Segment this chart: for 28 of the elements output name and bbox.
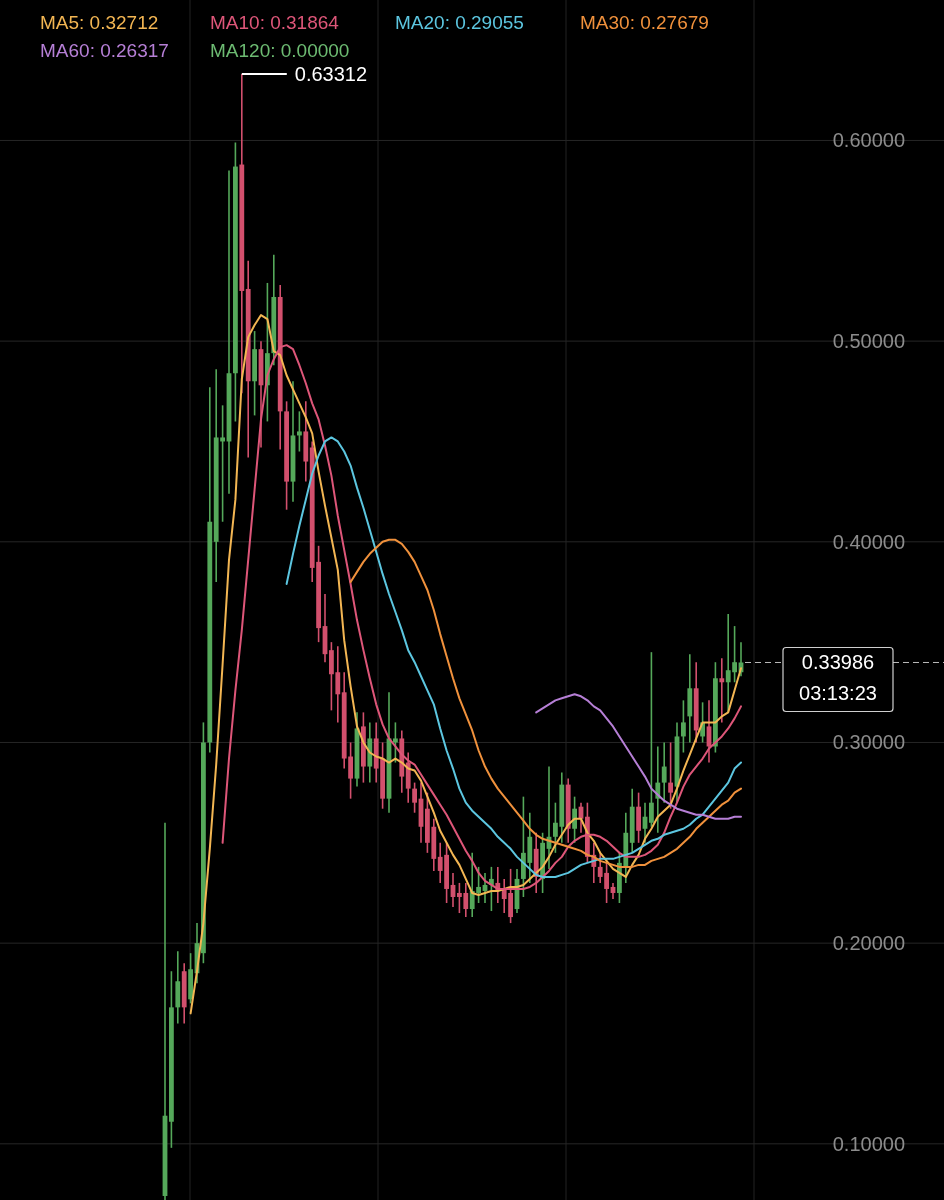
y-tick-label: 0.50000: [832, 330, 905, 353]
y-tick-label: 0.40000: [832, 530, 905, 553]
candlestick: [668, 741, 673, 810]
text: MA60: 0.26317: [40, 39, 169, 61]
candlestick: [572, 795, 577, 844]
y-tick-label: 0.30000: [832, 731, 905, 754]
candlestick: [297, 410, 302, 453]
candlestick: [393, 721, 398, 764]
line-series: [189, 314, 742, 1015]
text: 03:13:23: [799, 682, 877, 705]
ref-line-label: 0.33986: [801, 651, 875, 674]
candlestick: [719, 657, 725, 724]
text: MA5: 0.32712: [40, 11, 159, 33]
line-series: [285, 436, 742, 878]
candlestick: [681, 699, 686, 754]
candlestick: [649, 651, 654, 828]
line-series: [535, 693, 742, 820]
text: MA30: 0.27679: [580, 11, 709, 33]
y-tick-label: 0.10000: [832, 1132, 905, 1155]
text: MA10: 0.31864: [210, 11, 340, 33]
y-tick-label: 0.60000: [832, 129, 905, 152]
candlestick: [661, 741, 667, 804]
legend-label: MA120: 0.00000: [210, 39, 350, 61]
annotation: 0.63312: [294, 63, 368, 86]
y-tick-label: 0.20000: [832, 932, 905, 955]
line-series: [349, 538, 742, 868]
text: MA20: 0.29055: [395, 11, 524, 33]
candlestick: [412, 781, 417, 814]
